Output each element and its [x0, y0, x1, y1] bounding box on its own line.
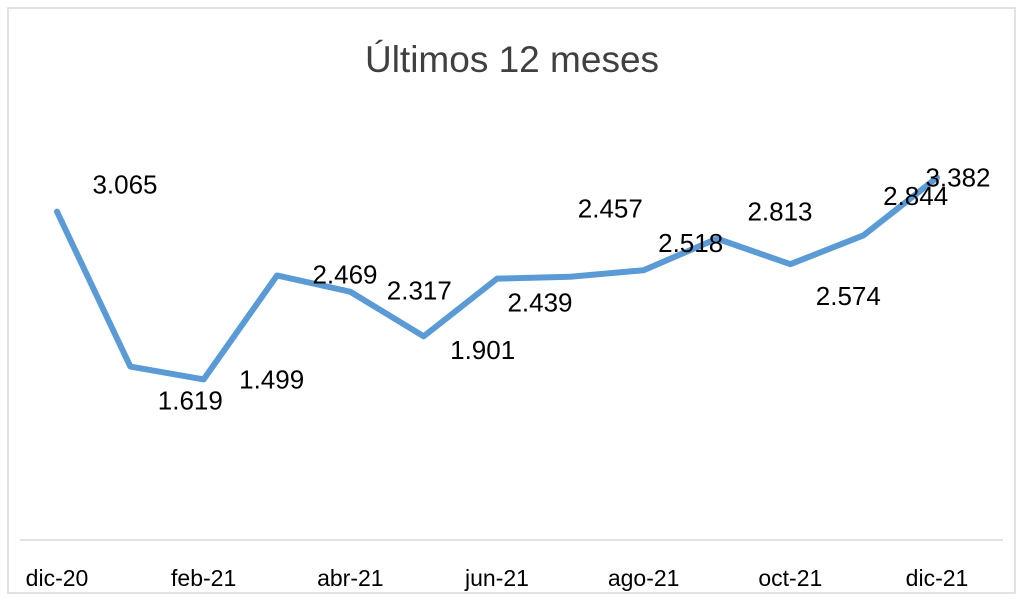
data-label: 2.469: [312, 259, 377, 289]
data-label: 2.457: [578, 194, 643, 224]
data-label: 2.844: [883, 181, 948, 211]
data-label: 1.619: [158, 385, 223, 415]
line-series: [54, 174, 940, 383]
x-tick-label: jun-21: [464, 565, 529, 591]
x-tick-label: feb-21: [171, 565, 236, 591]
chart-title: Últimos 12 meses: [365, 39, 659, 80]
x-tick-label: oct-21: [758, 565, 822, 591]
data-label: 2.439: [507, 288, 572, 318]
data-label: 2.574: [816, 281, 881, 311]
x-tick-label: ago-21: [608, 565, 680, 591]
data-label: 3.382: [925, 163, 990, 193]
data-label: 1.499: [239, 364, 304, 394]
x-tick-label: abr-21: [317, 565, 383, 591]
data-label: 2.317: [387, 276, 452, 306]
x-tick-label: dic-20: [26, 565, 89, 591]
data-label: 2.518: [658, 228, 723, 258]
data-label: 2.813: [747, 196, 812, 226]
data-label: 1.901: [450, 335, 515, 365]
chart-frame: [7, 7, 1016, 594]
x-tick-label: dic-21: [906, 565, 969, 591]
data-label: 3.065: [92, 169, 157, 199]
